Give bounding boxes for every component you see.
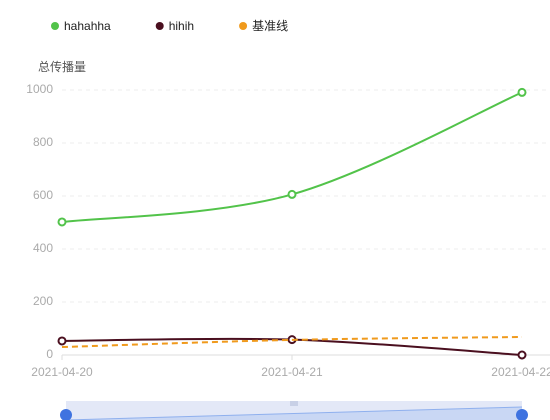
legend-marker xyxy=(155,22,164,30)
y-tick-label: 800 xyxy=(33,135,53,149)
x-tick-label: 2021-04-22 xyxy=(491,365,550,379)
y-tick-label: 1000 xyxy=(26,82,53,96)
series-line xyxy=(61,91,523,223)
point xyxy=(287,189,297,199)
y-tick-label: 200 xyxy=(33,294,53,308)
y-tick-label: 600 xyxy=(33,188,53,202)
point xyxy=(57,336,67,346)
legend-marker xyxy=(51,22,59,30)
zoom-handle[interactable] xyxy=(516,409,528,420)
zoom-grip[interactable] xyxy=(290,401,298,406)
zoom-preview-line xyxy=(65,406,523,420)
legend-label: hahahha xyxy=(64,19,111,33)
data-zoom[interactable] xyxy=(60,401,528,420)
x-tick-label: 2021-04-21 xyxy=(261,365,323,379)
point xyxy=(517,350,527,360)
zoom-handle[interactable] xyxy=(60,409,72,420)
legend-label: hihih xyxy=(169,19,194,33)
legend-label: 基准线 xyxy=(252,19,288,33)
legend-marker xyxy=(239,22,248,30)
x-tick-label: 2021-04-20 xyxy=(31,365,93,379)
y-axis-label: 总传播量 xyxy=(38,59,86,74)
y-tick-label: 0 xyxy=(46,347,53,361)
point xyxy=(57,217,67,227)
series-line xyxy=(61,335,523,349)
y-tick-label: 400 xyxy=(33,241,53,255)
point xyxy=(517,87,527,97)
